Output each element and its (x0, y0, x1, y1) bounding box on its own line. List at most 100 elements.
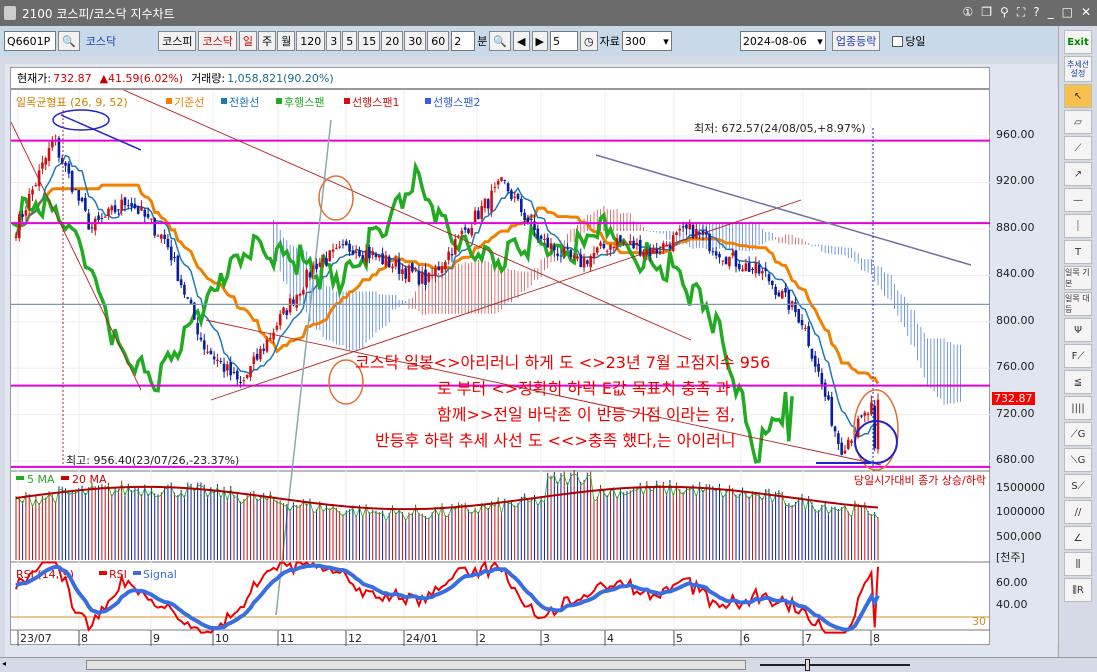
gann-fan-tool[interactable]: ⟋G (1064, 422, 1092, 446)
fullscreen-icon[interactable]: ⛶ (1016, 5, 1026, 19)
candle (107, 207, 110, 220)
data-count-select[interactable]: 300 ▾ (621, 31, 672, 51)
candle-body (866, 413, 870, 415)
scroll-left-arrow[interactable]: ◂ (2, 659, 7, 668)
candle-body (331, 249, 335, 252)
candle-body (477, 210, 480, 220)
candle (556, 246, 559, 261)
candle-body (189, 299, 193, 304)
period-button[interactable]: 월 (277, 31, 296, 51)
scroll-track[interactable] (86, 660, 746, 670)
chart-svg[interactable]: 일목균형표 (26, 9, 52) 기준선 전환선 후행스팬 선행스팬1 선행스팬2 최저:… (10, 79, 991, 646)
exit-button[interactable]: Exit (1064, 30, 1092, 54)
candle (41, 155, 44, 175)
code-input[interactable]: Q6601P (4, 31, 56, 51)
horizontal-line-tool[interactable]: — (1064, 188, 1092, 212)
cycle-lines-tool[interactable]: |||| (1064, 396, 1092, 420)
candle (708, 233, 711, 254)
일목-대등-tool[interactable]: 일목 대등 (1064, 292, 1092, 316)
zoom-slider[interactable] (760, 664, 910, 666)
candle-body (602, 243, 606, 249)
candle (249, 365, 252, 381)
trendline-settings-button[interactable]: 추세선 설정 (1064, 56, 1092, 82)
candle-body (837, 433, 840, 445)
kospi-button[interactable]: 코스피 (158, 31, 197, 51)
prev-icon[interactable]: ◀ (513, 31, 530, 51)
arrow-line-tool[interactable]: ↗ (1064, 162, 1092, 186)
axis-tick-label: 920.00 (996, 174, 1035, 188)
line-tool[interactable]: ⟋ (1064, 136, 1092, 160)
minimize-icon[interactable]: _ (1047, 5, 1054, 19)
angle-tool[interactable]: ∠ (1064, 526, 1092, 550)
candle-body (734, 250, 738, 267)
candle-body (47, 148, 51, 161)
candle (477, 207, 480, 220)
pin-icon[interactable]: ⚲ (1000, 5, 1009, 19)
period-button[interactable]: 3 (326, 31, 342, 51)
candle-body (780, 290, 784, 299)
kosdaq-button[interactable]: 코스닥 (198, 31, 237, 51)
clock-icon[interactable]: ◷ (579, 31, 598, 51)
일목-기본-tool[interactable]: 일목 기본 (1064, 266, 1092, 290)
close-icon[interactable]: ✕ (1080, 5, 1091, 19)
candle (496, 178, 500, 190)
candle-body (681, 226, 685, 228)
today-checkbox[interactable] (892, 35, 904, 47)
tick-ruler-r-tool[interactable]: ⫼R (1064, 578, 1092, 602)
T-tool[interactable]: T (1064, 240, 1092, 264)
number-icon[interactable]: ① (962, 5, 974, 19)
maximize-icon[interactable]: □ (1061, 5, 1073, 19)
pitchfork-tool[interactable]: Ψ (1064, 318, 1092, 342)
vertical-line-tool[interactable]: ⏐ (1064, 214, 1092, 238)
candle (60, 155, 64, 165)
candle-body (255, 353, 259, 360)
candle (866, 411, 870, 421)
candle (767, 272, 771, 285)
period-button[interactable]: 15 (358, 31, 381, 51)
zoom-icon[interactable]: 🔍 (489, 31, 512, 51)
x-tick-label: 12 (348, 632, 362, 645)
candle-body (450, 254, 454, 256)
candle-body (51, 141, 54, 148)
help-icon[interactable]: ? (1033, 5, 1040, 19)
next-icon[interactable]: ▶ (531, 31, 548, 51)
period-button[interactable]: 주 (257, 31, 277, 51)
candle (450, 247, 454, 263)
speed-lines-tool[interactable]: ≦ (1064, 370, 1092, 394)
candle (520, 195, 523, 217)
candle-body (668, 244, 672, 249)
step-input[interactable]: 5 (549, 31, 578, 51)
candle-body (391, 266, 394, 269)
candle (169, 239, 173, 266)
gann-fan-reverse-tool[interactable]: ⟍G (1064, 448, 1092, 472)
candle-body (820, 372, 824, 385)
horizontal-scrollbar[interactable]: ◂ (0, 657, 1097, 672)
speed-fan-tool[interactable]: S⟋ (1064, 474, 1092, 498)
candle (863, 410, 867, 423)
candle-body (150, 218, 153, 220)
candle-body (387, 256, 391, 268)
restore-icon[interactable]: ❐ (981, 5, 993, 19)
fibonacci-fan-tool[interactable]: F⟋ (1064, 344, 1092, 368)
parallel-lines-tool[interactable]: // (1064, 500, 1092, 524)
eraser-tool[interactable]: ▱ (1064, 110, 1092, 134)
slider-handle[interactable] (805, 659, 810, 671)
period-button[interactable]: 20 (381, 31, 404, 51)
period-button[interactable]: 5 (342, 31, 358, 51)
period-button[interactable]: 일 (238, 31, 257, 51)
period-button[interactable]: 60 (427, 31, 450, 51)
sector-button[interactable]: 업종등락 (831, 31, 881, 51)
date-select[interactable]: 2024-08-06 ▾ (739, 31, 826, 51)
candle-body (133, 203, 137, 209)
period-button[interactable]: 120 (296, 31, 326, 51)
tick-ruler-tool[interactable]: ⫼ (1064, 552, 1092, 576)
candle-body (87, 213, 90, 230)
minute-input[interactable]: 2 (451, 31, 476, 51)
candle (794, 296, 797, 317)
chart-plot[interactable]: 일목균형표 (26, 9, 52) 기준선 전환선 후행스팬 선행스팬1 선행스팬2 최저:… (10, 79, 991, 646)
candle (728, 256, 731, 270)
search-icon[interactable]: 🔍 (58, 31, 80, 51)
candle-body (582, 257, 586, 268)
cursor-tool[interactable]: ↖ (1064, 84, 1092, 108)
period-button[interactable]: 30 (404, 31, 427, 51)
